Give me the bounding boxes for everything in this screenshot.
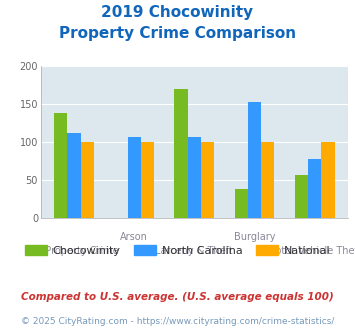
Bar xyxy=(188,137,201,218)
Bar xyxy=(201,142,214,218)
Text: All Property Crime: All Property Crime xyxy=(29,246,118,255)
Text: 2019 Chocowinity: 2019 Chocowinity xyxy=(102,5,253,20)
Bar xyxy=(67,133,81,218)
Text: Larceny & Theft: Larceny & Theft xyxy=(155,246,233,255)
Bar xyxy=(295,175,308,218)
Bar xyxy=(81,142,94,218)
Text: Compared to U.S. average. (U.S. average equals 100): Compared to U.S. average. (U.S. average … xyxy=(21,292,334,302)
Text: Arson: Arson xyxy=(120,232,148,242)
Bar xyxy=(127,137,141,218)
Text: Burglary: Burglary xyxy=(234,232,275,242)
Bar xyxy=(235,189,248,218)
Bar xyxy=(308,159,321,218)
Text: © 2025 CityRating.com - https://www.cityrating.com/crime-statistics/: © 2025 CityRating.com - https://www.city… xyxy=(21,317,334,326)
Legend: Chocowinity, North Carolina, National: Chocowinity, North Carolina, National xyxy=(20,241,335,260)
Bar xyxy=(175,89,188,218)
Text: Motor Vehicle Theft: Motor Vehicle Theft xyxy=(267,246,355,255)
Bar xyxy=(321,142,335,218)
Bar xyxy=(54,113,67,218)
Bar xyxy=(261,142,274,218)
Bar xyxy=(141,142,154,218)
Text: Property Crime Comparison: Property Crime Comparison xyxy=(59,26,296,41)
Bar xyxy=(248,102,261,218)
